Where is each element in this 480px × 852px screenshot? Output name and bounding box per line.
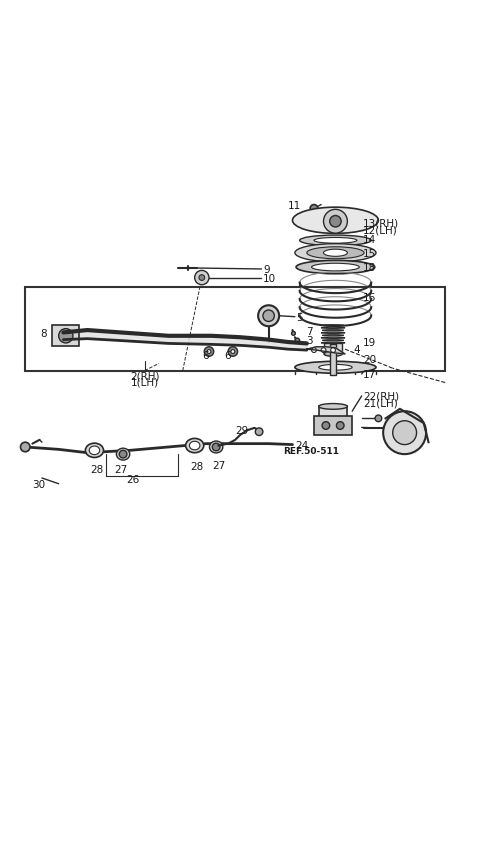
Ellipse shape [321,333,345,334]
Text: 17: 17 [363,370,376,379]
Text: REF.50-511: REF.50-511 [283,446,339,456]
Circle shape [21,443,30,452]
Ellipse shape [209,441,223,453]
Ellipse shape [314,239,357,244]
Text: 19: 19 [363,337,376,348]
Bar [25,288,445,371]
Circle shape [393,421,417,445]
Circle shape [231,350,235,354]
Ellipse shape [300,236,371,246]
Circle shape [383,412,426,455]
Circle shape [228,348,238,357]
Text: 23: 23 [393,414,406,423]
Ellipse shape [323,325,344,326]
Ellipse shape [319,404,348,410]
Text: 18: 18 [363,262,376,273]
Circle shape [204,348,214,357]
Circle shape [207,350,211,354]
Text: 15: 15 [363,249,376,258]
Ellipse shape [295,362,376,374]
Text: 16: 16 [363,292,376,302]
Ellipse shape [319,365,352,371]
Ellipse shape [324,347,342,352]
Circle shape [195,271,209,285]
Circle shape [295,339,300,343]
Circle shape [212,444,220,452]
Circle shape [322,423,330,429]
Ellipse shape [324,250,348,257]
Ellipse shape [319,423,348,429]
Text: 12(LH): 12(LH) [363,225,398,235]
Circle shape [312,348,316,353]
Ellipse shape [292,208,378,234]
Ellipse shape [321,328,345,329]
Text: 29: 29 [235,426,249,435]
Ellipse shape [324,352,342,357]
Text: 9: 9 [263,265,270,274]
Ellipse shape [295,245,376,262]
Circle shape [321,348,326,353]
Ellipse shape [186,439,204,453]
Text: 24: 24 [295,440,308,450]
Circle shape [258,306,279,327]
Text: 7: 7 [306,327,312,337]
Circle shape [310,205,318,213]
Ellipse shape [116,449,130,461]
Text: 21(LH): 21(LH) [363,398,398,408]
Circle shape [119,451,127,458]
Circle shape [263,311,275,322]
Text: 1(LH): 1(LH) [131,377,158,387]
Text: 20: 20 [363,354,376,365]
Ellipse shape [296,261,375,274]
Ellipse shape [321,343,345,344]
Text: 27: 27 [212,460,225,470]
Circle shape [375,416,382,423]
Bar [319,407,348,426]
Text: 28: 28 [90,465,104,475]
Ellipse shape [89,446,100,455]
Ellipse shape [321,337,345,339]
Circle shape [291,332,295,336]
Text: 28: 28 [191,462,204,471]
Circle shape [59,329,73,343]
Text: 26: 26 [126,475,139,485]
Text: 10: 10 [263,273,276,283]
Bar [314,417,352,435]
Text: 2(RH): 2(RH) [130,371,159,382]
Ellipse shape [190,441,200,451]
Ellipse shape [312,264,360,272]
Polygon shape [307,348,345,354]
Text: 4: 4 [354,345,360,354]
Text: 6: 6 [225,350,231,360]
Bar [324,344,342,354]
Text: 13(RH): 13(RH) [363,218,399,228]
Ellipse shape [323,340,344,342]
Text: 30: 30 [33,479,46,489]
Circle shape [336,423,344,429]
Bar [330,345,336,376]
Circle shape [331,348,336,353]
Ellipse shape [85,444,104,458]
Text: 11: 11 [288,200,301,210]
Circle shape [330,216,341,227]
Text: 8: 8 [40,329,47,339]
Circle shape [199,275,204,281]
Circle shape [255,429,263,436]
Text: 5: 5 [296,313,303,322]
Text: 22(RH): 22(RH) [363,391,399,401]
Text: 25: 25 [393,423,406,433]
Ellipse shape [307,247,364,259]
Text: 3: 3 [306,335,312,345]
Bar [52,326,79,347]
Text: 27: 27 [114,465,127,475]
Text: 14: 14 [363,235,376,245]
Ellipse shape [323,336,344,337]
Circle shape [324,210,348,234]
Text: 6: 6 [202,350,208,360]
